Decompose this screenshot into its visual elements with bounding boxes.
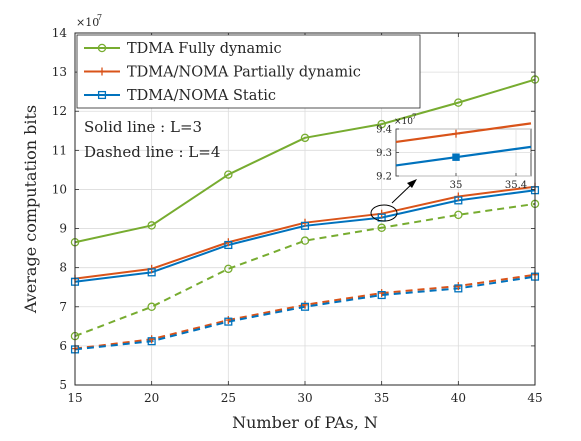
series-0-point-5 [454, 98, 463, 107]
series-4-point-5 [454, 282, 463, 291]
legend-box [76, 34, 421, 109]
inset-y-tick-label-0: 9.2 [376, 172, 392, 183]
solid-line-note: Solid line : L=3 [84, 118, 202, 136]
y-tick-label-1: 6 [59, 339, 67, 353]
x-tick-label-2: 25 [221, 391, 236, 405]
series-1-point-2 [224, 238, 233, 247]
zoom-arrow-head [407, 179, 417, 188]
series-0-point-4 [377, 119, 386, 129]
y-tick-label-3: 8 [59, 261, 67, 275]
legend-marker-2 [97, 90, 107, 100]
x-tick-label-4: 35 [374, 391, 389, 405]
inset-series-line-1 [395, 122, 532, 144]
series-3-point-2 [224, 264, 233, 274]
y-tick-label-8: 13 [52, 65, 67, 79]
series-2-point-1 [147, 268, 156, 277]
y-tick-label-5: 10 [52, 182, 67, 196]
inset-grid [396, 128, 531, 177]
inset-exponent-power: 7 [412, 113, 416, 121]
y-tick-label-0: 5 [59, 378, 67, 392]
y-tick-label-7: 12 [52, 104, 67, 118]
series-3-point-1 [147, 302, 156, 312]
dashed-line-note: Dashed line : L=4 [84, 143, 220, 161]
x-axis-label: Number of PAs, N [232, 413, 378, 432]
legend: TDMA Fully dynamic TDMA/NOMA Partially dy… [76, 34, 421, 109]
x-tick-label-6: 45 [527, 391, 542, 405]
inset-y-tick-label-1: 9.3 [376, 148, 392, 159]
series-2-point-5 [454, 196, 463, 205]
series-5-point-2 [224, 317, 233, 326]
y-axis-label: Average computation bits [21, 105, 40, 314]
inset-y-tick-label-2: 9.4 [376, 125, 392, 136]
y-exponent-power: 7 [97, 13, 102, 22]
inset-exponent-base: ×10 [394, 117, 413, 127]
series-2-point-3 [300, 221, 310, 230]
y-tick-label-2: 7 [59, 300, 67, 314]
series-2-point-2 [224, 240, 233, 250]
x-tick-label-3: 30 [297, 391, 312, 405]
legend-marker-1 [98, 67, 106, 76]
inset-series-2-point [452, 153, 460, 161]
series-5-point-3 [300, 302, 310, 311]
series-5-point-1 [147, 337, 156, 346]
series-3-point-5 [454, 210, 463, 220]
y-tick-label-6: 11 [52, 143, 67, 157]
series-5-point-4 [377, 290, 386, 300]
series-4-point-3 [301, 300, 309, 309]
series-4-point-4 [377, 289, 386, 298]
x-tick-label-0: 15 [67, 391, 82, 405]
inset-series [395, 122, 532, 167]
inset-ticks: 35 35.4 9.2 9.3 9.4 [376, 125, 527, 192]
series-0-point-2 [224, 170, 233, 179]
legend-label-2: TDMA/NOMA Static [127, 88, 276, 104]
series-0-point-3 [300, 133, 310, 143]
inset-x-tick-label-1: 35.4 [505, 180, 527, 191]
inset-series-1-point [452, 129, 460, 138]
legend-label-1: TDMA/NOMA Partially dynamic [127, 65, 361, 81]
inset-chart: 35 35.4 9.2 9.3 9.4 ×10 7 [376, 113, 532, 192]
y-tick-label-9: 14 [52, 26, 68, 40]
series-3-point-4 [377, 223, 386, 233]
y-tick-label-4: 9 [59, 222, 67, 236]
legend-label-0: TDMA Fully dynamic [127, 41, 282, 57]
legend-marker-0 [97, 43, 107, 53]
legend-entries: TDMA Fully dynamic TDMA/NOMA Partially dy… [84, 41, 361, 104]
series-5-point-5 [454, 284, 463, 293]
series-0-point-1 [147, 221, 156, 230]
inset-series-line-2 [395, 145, 532, 167]
y-exponent-base: ×10 [76, 16, 99, 29]
zoom-ellipse [370, 204, 398, 222]
x-tick-label-5: 40 [451, 391, 466, 405]
series-4-point-2 [224, 316, 233, 325]
axis-ticks: 15 20 25 30 35 40 45 5 6 7 8 9 10 11 12 13 14 [52, 26, 543, 405]
series-3-point-3 [300, 236, 310, 245]
x-tick-label-1: 20 [144, 391, 159, 405]
series-line-0 [74, 78, 536, 244]
series-4-point-1 [147, 335, 156, 344]
inset-x-tick-label-0: 35 [450, 180, 463, 191]
